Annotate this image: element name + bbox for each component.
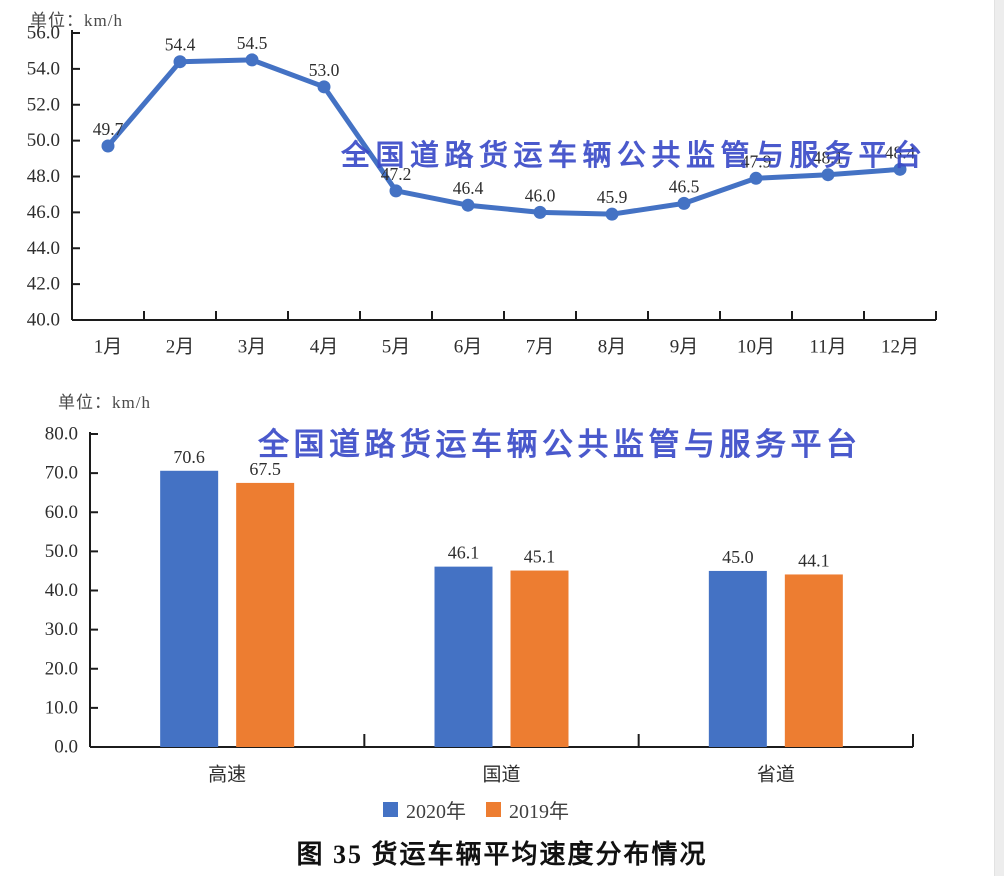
y-tick-label: 10.0 xyxy=(45,697,78,718)
x-tick-label: 6月 xyxy=(454,337,483,358)
x-tick-label: 10月 xyxy=(737,337,775,358)
data-label: 70.6 xyxy=(173,447,205,467)
y-tick-label: 48.0 xyxy=(27,166,60,187)
bar xyxy=(510,570,569,747)
y-tick-label: 80.0 xyxy=(45,424,78,445)
page-edge-strip xyxy=(994,0,1004,876)
x-tick-label: 3月 xyxy=(238,337,267,358)
data-point xyxy=(317,80,331,94)
y-tick-label: 60.0 xyxy=(45,502,78,523)
data-label: 45.0 xyxy=(722,547,754,567)
bar xyxy=(236,482,295,747)
data-point xyxy=(245,53,259,67)
data-label: 45.9 xyxy=(597,187,628,207)
unit-label-line-chart: 单位：km/h xyxy=(30,11,123,30)
data-point xyxy=(677,196,691,210)
y-tick-label: 70.0 xyxy=(45,463,78,484)
figure-caption: 图 35 货运车辆平均速度分布情况 xyxy=(296,840,708,869)
y-tick-label: 20.0 xyxy=(45,658,78,679)
data-label: 54.4 xyxy=(165,35,196,55)
bar xyxy=(434,566,493,747)
data-label: 46.4 xyxy=(453,178,484,198)
legend-swatch-2020 xyxy=(383,802,398,817)
legend-label-2019: 2019年 xyxy=(509,801,569,823)
data-label: 44.1 xyxy=(798,550,830,570)
data-label: 47.2 xyxy=(381,164,412,184)
x-tick-label: 9月 xyxy=(670,337,699,358)
data-point xyxy=(749,171,763,185)
data-point xyxy=(605,207,619,221)
data-label: 67.5 xyxy=(249,459,281,479)
x-tick-label: 4月 xyxy=(310,337,339,358)
y-tick-label: 50.0 xyxy=(45,541,78,562)
line-series xyxy=(105,57,903,217)
data-label: 47.9 xyxy=(741,151,772,171)
data-point xyxy=(893,162,907,176)
x-tick-label: 2月 xyxy=(166,337,195,358)
y-tick-label: 40.0 xyxy=(27,310,60,331)
y-tick-label: 40.0 xyxy=(45,580,78,601)
data-label: 46.5 xyxy=(669,176,700,196)
y-tick-label: 52.0 xyxy=(27,94,60,115)
y-tick-label: 46.0 xyxy=(27,202,60,223)
data-label: 48.1 xyxy=(813,148,844,168)
x-tick-label: 7月 xyxy=(526,337,555,358)
data-label: 49.7 xyxy=(93,119,124,139)
x-tick-label: 1月 xyxy=(94,337,123,358)
x-tick-label: 12月 xyxy=(881,337,919,358)
unit-label-bar-chart: 单位：km/h xyxy=(58,393,151,412)
bar xyxy=(708,570,767,747)
x-category-label: 省道 xyxy=(757,764,795,786)
data-label: 46.1 xyxy=(448,543,480,563)
bar xyxy=(784,574,843,747)
legend-label-2020: 2020年 xyxy=(406,801,466,823)
data-point xyxy=(389,184,403,198)
data-point xyxy=(101,139,115,153)
data-point xyxy=(173,55,187,69)
data-point xyxy=(533,205,547,219)
bar-chart-legend: 2020年 2019年 xyxy=(383,795,581,824)
y-tick-label: 56.0 xyxy=(27,23,60,44)
bar xyxy=(160,470,219,747)
x-category-label: 高速 xyxy=(208,764,246,786)
x-tick-label: 11月 xyxy=(809,337,846,358)
y-tick-label: 0.0 xyxy=(54,737,78,758)
data-point xyxy=(821,168,835,182)
y-tick-label: 44.0 xyxy=(27,238,60,259)
y-tick-label: 50.0 xyxy=(27,130,60,151)
y-tick-label: 54.0 xyxy=(27,58,60,79)
data-label: 53.0 xyxy=(309,60,340,80)
data-label: 54.5 xyxy=(237,33,268,53)
data-point xyxy=(461,198,475,212)
y-tick-label: 30.0 xyxy=(45,619,78,640)
data-label: 46.0 xyxy=(525,185,556,205)
y-tick-label: 42.0 xyxy=(27,274,60,295)
x-tick-label: 5月 xyxy=(382,337,411,358)
data-label: 48.4 xyxy=(885,142,916,162)
legend-swatch-2019 xyxy=(486,802,501,817)
data-label: 45.1 xyxy=(524,547,556,567)
x-category-label: 国道 xyxy=(482,764,520,786)
x-tick-label: 8月 xyxy=(598,337,627,358)
